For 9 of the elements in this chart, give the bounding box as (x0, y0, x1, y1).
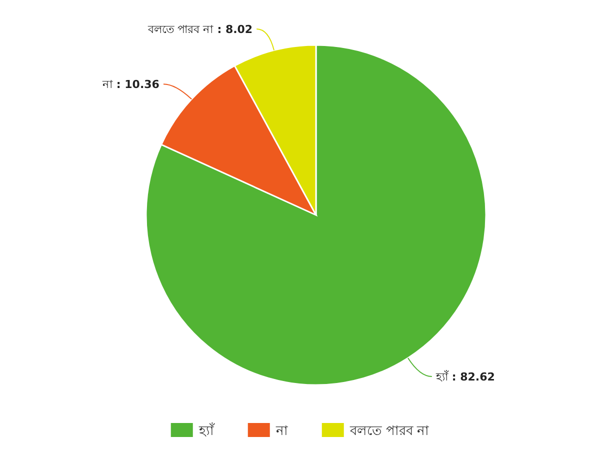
legend-label: হ্যাঁ (198, 423, 215, 439)
legend-label: না (274, 424, 288, 439)
data-label: : 10.36 (116, 78, 160, 92)
slice-label: না (101, 78, 114, 92)
slice-label: হ্যাঁ (434, 369, 449, 384)
legend-label: বলতে পারব না (348, 424, 430, 439)
slice-label: বলতে পারব না (147, 22, 214, 36)
data-label: : 82.62 (452, 370, 495, 384)
data-label: : 8.02 (217, 22, 253, 36)
